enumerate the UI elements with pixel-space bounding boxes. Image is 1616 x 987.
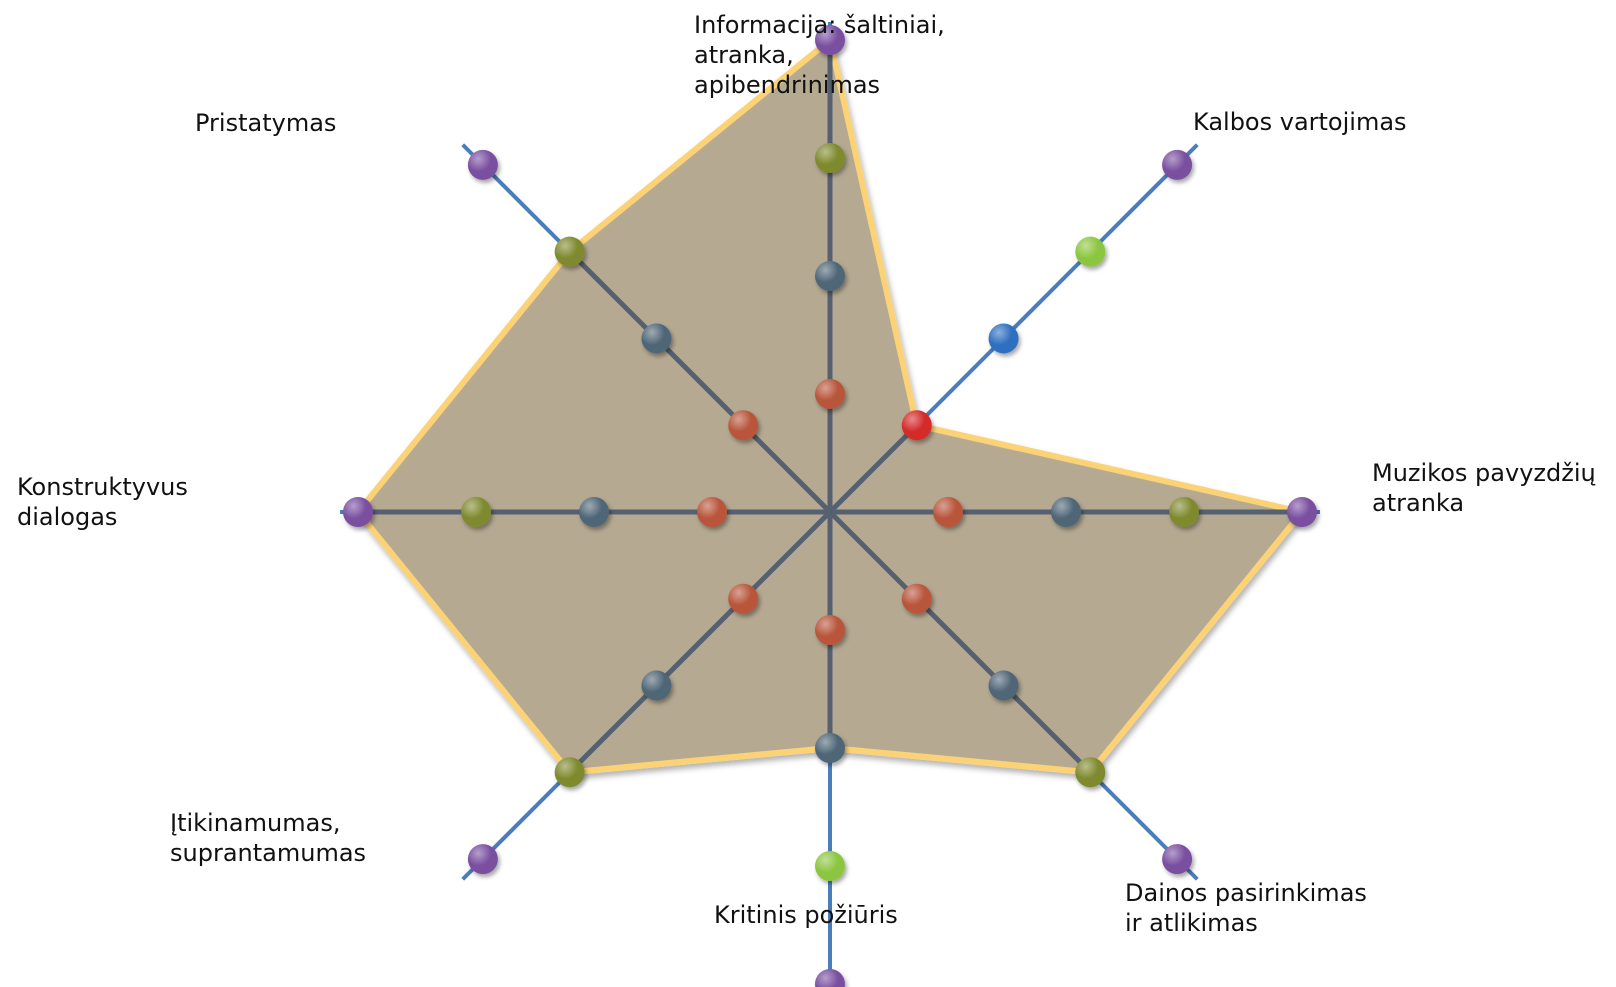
marker-axis-4-level-3 <box>815 851 845 881</box>
axis-line-inner-7 <box>567 249 832 514</box>
marker-axis-1-level-4 <box>1162 149 1193 180</box>
axis-label-kritinis-poziuris: Kritinis požiūris <box>714 901 898 929</box>
marker-axis-1-level-3 <box>1075 236 1106 267</box>
marker-axis-4-level-4 <box>815 969 845 987</box>
marker-axis-1-level-2 <box>988 323 1019 354</box>
marker-axis-3-level-1 <box>901 583 932 614</box>
axis-label-muzikos-pavyzdziu: Muzikos pavyzdžių atranka <box>1372 459 1596 517</box>
axis-label-informacija: Informacija: šaltiniai, atranka, apibend… <box>694 11 945 99</box>
marker-axis-5-level-4 <box>467 844 498 875</box>
marker-axis-5-level-3 <box>554 757 585 788</box>
marker-axis-5-level-2 <box>641 670 672 701</box>
marker-axis-6-level-4 <box>343 497 373 527</box>
axis-label-itikinamumas: Įtikinamumas, suprantamumas <box>170 809 367 867</box>
marker-axis-6-level-2 <box>579 497 609 527</box>
marker-axis-7-level-1 <box>728 410 759 441</box>
marker-axis-2-level-3 <box>1169 497 1199 527</box>
marker-axis-0-level-4 <box>815 25 845 55</box>
axis-line-inner-5 <box>567 510 832 775</box>
marker-axis-6-level-1 <box>697 497 727 527</box>
marker-axis-3-level-2 <box>988 670 1019 701</box>
axis-label-pristatymas: Pristatymas <box>195 109 337 137</box>
marker-axis-2-level-4 <box>1287 497 1317 527</box>
marker-axis-6-level-3 <box>461 497 491 527</box>
marker-axis-0-level-1 <box>815 379 845 409</box>
scale-markers <box>343 25 1317 987</box>
marker-axis-3-level-3 <box>1075 757 1106 788</box>
marker-axis-4-level-2 <box>815 733 845 763</box>
marker-axis-5-level-1 <box>728 583 759 614</box>
marker-axis-1-level-1 <box>901 410 932 441</box>
marker-axis-7-level-4 <box>467 149 498 180</box>
marker-axis-2-level-2 <box>1051 497 1081 527</box>
marker-axis-0-level-3 <box>815 143 845 173</box>
axis-line-inner-3 <box>828 510 1093 775</box>
axis-label-kalbos-vartojimas: Kalbos vartojimas <box>1193 108 1407 136</box>
marker-axis-4-level-1 <box>815 615 845 645</box>
marker-axis-3-level-4 <box>1162 844 1193 875</box>
marker-axis-7-level-2 <box>641 323 672 354</box>
axis-label-dainos-pasirinkimas: Dainos pasirinkimas ir atlikimas <box>1125 879 1367 937</box>
axis-label-konstruktyvus-dialogas: Konstruktyvus dialogas <box>17 473 188 531</box>
marker-axis-0-level-2 <box>815 261 845 291</box>
marker-axis-7-level-3 <box>554 236 585 267</box>
axis-line-inner-1 <box>828 423 919 514</box>
marker-axis-2-level-1 <box>933 497 963 527</box>
